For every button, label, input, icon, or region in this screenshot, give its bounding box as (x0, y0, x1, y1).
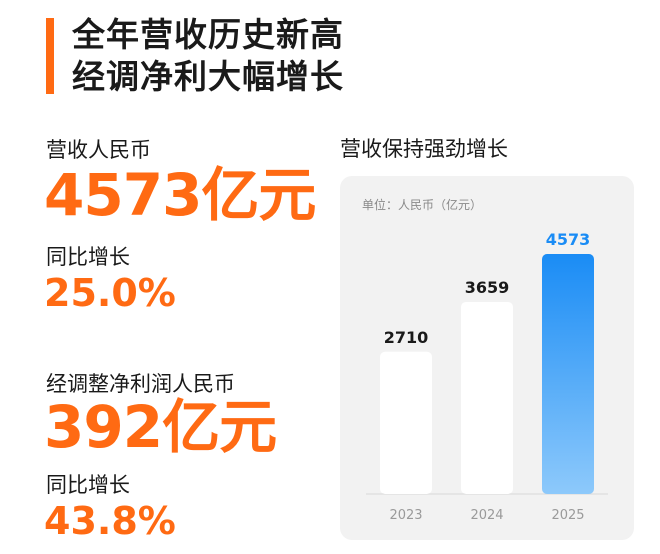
chart-unit-label: 单位：人民币（亿元） (362, 198, 483, 212)
net-profit-label: 经调整净利润人民币 (46, 372, 235, 396)
chart-panel: 单位：人民币（亿元） 2710 2023 3659 2024 4573 2025 (340, 176, 634, 540)
bar-value-label-2024: 3659 (465, 278, 510, 297)
accent-bar (46, 18, 54, 94)
bar-value-label-2023: 2710 (384, 328, 429, 347)
bar-2023 (380, 351, 432, 494)
net-profit-value: 392亿元 (44, 393, 277, 461)
headline-line1: 全年营收历史新高 (72, 15, 344, 54)
x-tick-label-2023: 2023 (389, 508, 422, 523)
bar-2024 (461, 301, 513, 494)
x-tick-label-2025: 2025 (551, 508, 584, 523)
revenue-label: 营收人民币 (46, 138, 151, 162)
revenue-value: 4573亿元 (44, 161, 316, 229)
net-profit-yoy-value: 43.8% (44, 499, 176, 543)
x-tick-label-2024: 2024 (470, 508, 503, 523)
bar-value-label-2025: 4573 (546, 230, 591, 249)
revenue-yoy-label: 同比增长 (46, 245, 130, 269)
net-profit-yoy-label: 同比增长 (46, 473, 130, 497)
bar-chart: 2710 2023 3659 2024 4573 2025 (366, 230, 608, 523)
bar-2025 (542, 254, 594, 494)
chart-title: 营收保持强劲增长 (340, 137, 508, 161)
revenue-yoy-value: 25.0% (44, 271, 176, 315)
headline-line2: 经调净利大幅增长 (72, 57, 344, 96)
headline: 全年营收历史新高 经调净利大幅增长 (72, 14, 344, 98)
